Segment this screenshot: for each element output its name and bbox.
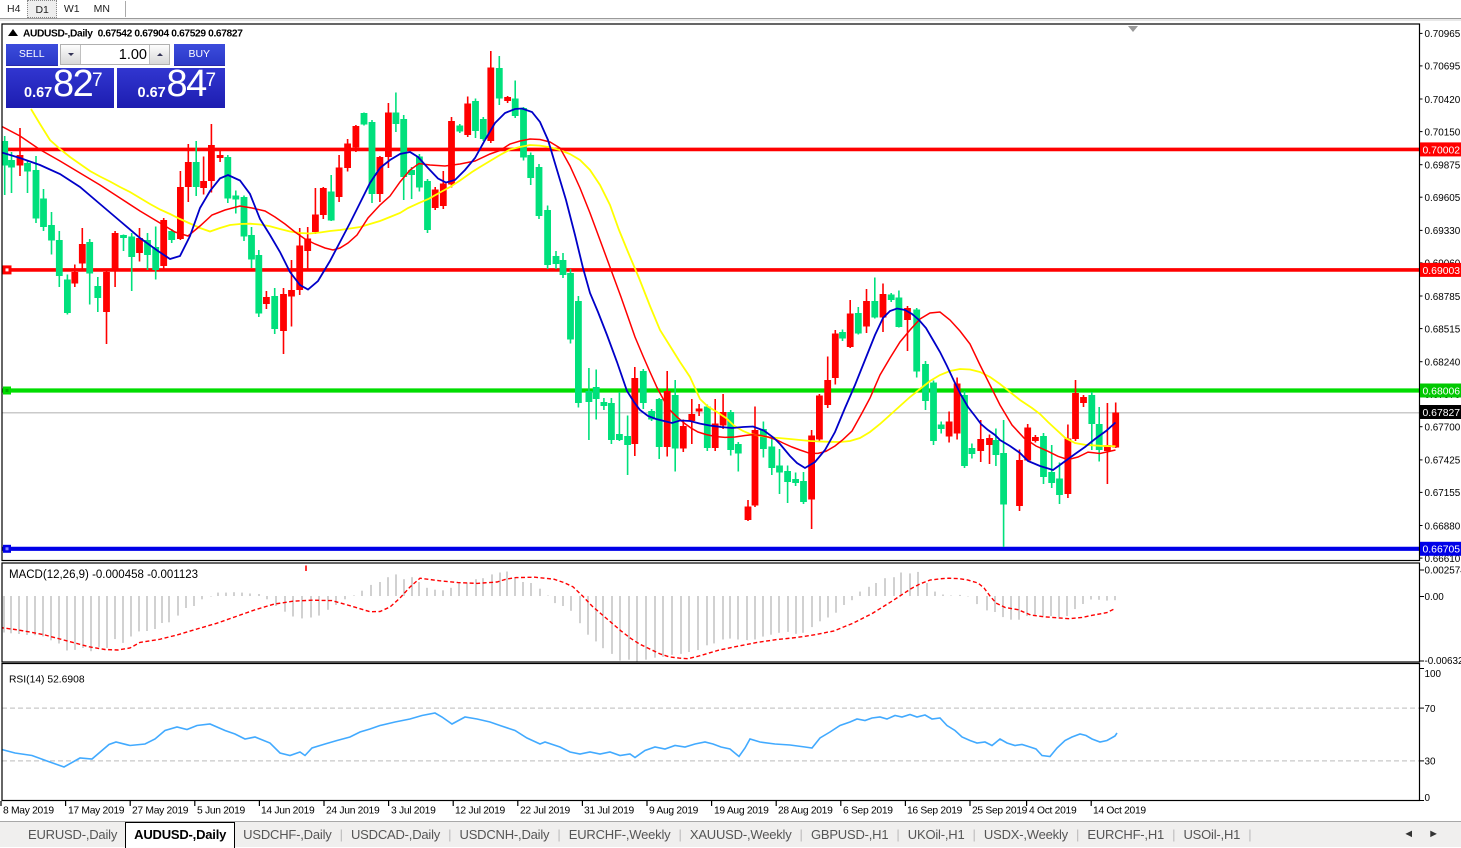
svg-text:0.67425: 0.67425 xyxy=(1425,456,1461,467)
svg-text:31 Jul 2019: 31 Jul 2019 xyxy=(584,806,635,817)
svg-text:-0.006326: -0.006326 xyxy=(1425,656,1461,667)
svg-text:12 Jul 2019: 12 Jul 2019 xyxy=(455,806,506,817)
svg-text:0.68515: 0.68515 xyxy=(1425,324,1461,335)
svg-text:22 Jul 2019: 22 Jul 2019 xyxy=(520,806,571,817)
svg-text:24 Jun 2019: 24 Jun 2019 xyxy=(326,806,380,817)
svg-text:19 Aug 2019: 19 Aug 2019 xyxy=(714,806,769,817)
svg-text:0.67827: 0.67827 xyxy=(1423,408,1461,419)
svg-text:0.70002: 0.70002 xyxy=(1423,145,1461,156)
svg-text:30: 30 xyxy=(1425,757,1436,768)
svg-text:0.69330: 0.69330 xyxy=(1425,226,1461,237)
svg-text:5 Jun 2019: 5 Jun 2019 xyxy=(197,806,246,817)
svg-text:14 Jun 2019: 14 Jun 2019 xyxy=(261,806,315,817)
svg-text:3 Jul 2019: 3 Jul 2019 xyxy=(391,806,436,817)
svg-text:100: 100 xyxy=(1425,669,1442,680)
svg-text:0.68785: 0.68785 xyxy=(1425,292,1461,303)
svg-text:28 Aug 2019: 28 Aug 2019 xyxy=(778,806,833,817)
svg-text:0.002574: 0.002574 xyxy=(1425,566,1461,577)
svg-text:70: 70 xyxy=(1425,704,1436,715)
svg-text:0.68240: 0.68240 xyxy=(1425,358,1461,369)
svg-text:0.68006: 0.68006 xyxy=(1423,386,1461,397)
svg-text:25 Sep 2019: 25 Sep 2019 xyxy=(972,806,1028,817)
svg-text:17 May 2019: 17 May 2019 xyxy=(68,806,125,817)
svg-text:9 Aug 2019: 9 Aug 2019 xyxy=(649,806,699,817)
svg-text:0.66880: 0.66880 xyxy=(1425,521,1461,532)
svg-text:8 May 2019: 8 May 2019 xyxy=(3,806,54,817)
svg-text:0.70965: 0.70965 xyxy=(1425,29,1461,40)
svg-text:16 Sep 2019: 16 Sep 2019 xyxy=(907,806,963,817)
svg-text:27 May 2019: 27 May 2019 xyxy=(132,806,189,817)
svg-text:0: 0 xyxy=(1425,793,1431,804)
svg-text:0.69605: 0.69605 xyxy=(1425,193,1461,204)
svg-text:0.67700: 0.67700 xyxy=(1425,423,1461,434)
svg-text:AUDUSD-,Daily 0.67542 0.67904: AUDUSD-,Daily 0.67542 0.67904 0.67529 0.… xyxy=(23,29,243,40)
svg-text:MACD(12,26,9) -0.000458 -0.001: MACD(12,26,9) -0.000458 -0.001123 xyxy=(9,569,198,581)
svg-text:6 Sep 2019: 6 Sep 2019 xyxy=(843,806,893,817)
svg-text:0.69875: 0.69875 xyxy=(1425,161,1461,172)
svg-text:0.70150: 0.70150 xyxy=(1425,127,1461,138)
svg-text:0.69003: 0.69003 xyxy=(1423,266,1461,277)
svg-text:0.67155: 0.67155 xyxy=(1425,488,1461,499)
svg-text:14 Oct 2019: 14 Oct 2019 xyxy=(1093,806,1146,817)
svg-text:0.70695: 0.70695 xyxy=(1425,62,1461,73)
svg-text:0.66705: 0.66705 xyxy=(1423,545,1461,556)
svg-text:4 Oct 2019: 4 Oct 2019 xyxy=(1029,806,1077,817)
svg-text:RSI(14) 52.6908: RSI(14) 52.6908 xyxy=(9,675,85,686)
svg-text:0.70420: 0.70420 xyxy=(1425,95,1461,106)
svg-text:0.00: 0.00 xyxy=(1425,592,1445,603)
